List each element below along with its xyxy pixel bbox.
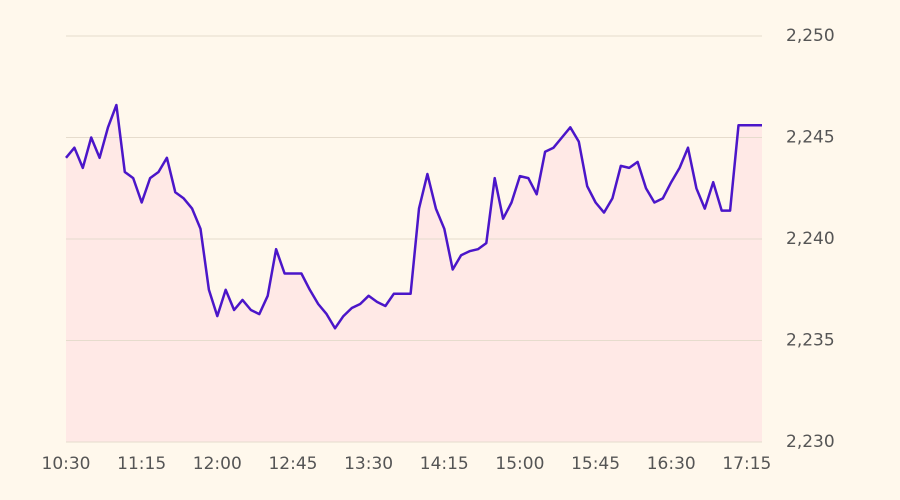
x-tick-label: 13:30: [344, 454, 393, 474]
x-tick-label: 15:00: [495, 454, 544, 474]
x-tick-label: 12:00: [193, 454, 242, 474]
y-tick-label: 2,240: [786, 229, 835, 249]
y-tick-label: 2,230: [786, 432, 835, 452]
area: [66, 105, 762, 442]
x-tick-label: 11:15: [117, 454, 166, 474]
y-tick-label: 2,245: [786, 128, 835, 148]
x-tick-label: 17:15: [722, 454, 771, 474]
x-tick-label: 10:30: [42, 454, 91, 474]
x-tick-label: 15:45: [571, 454, 620, 474]
x-tick-label: 16:30: [647, 454, 696, 474]
x-tick-label: 12:45: [268, 454, 317, 474]
x-tick-label: 14:15: [420, 454, 469, 474]
y-tick-label: 2,250: [786, 26, 835, 46]
y-tick-label: 2,235: [786, 331, 835, 351]
line: [65, 103, 762, 330]
